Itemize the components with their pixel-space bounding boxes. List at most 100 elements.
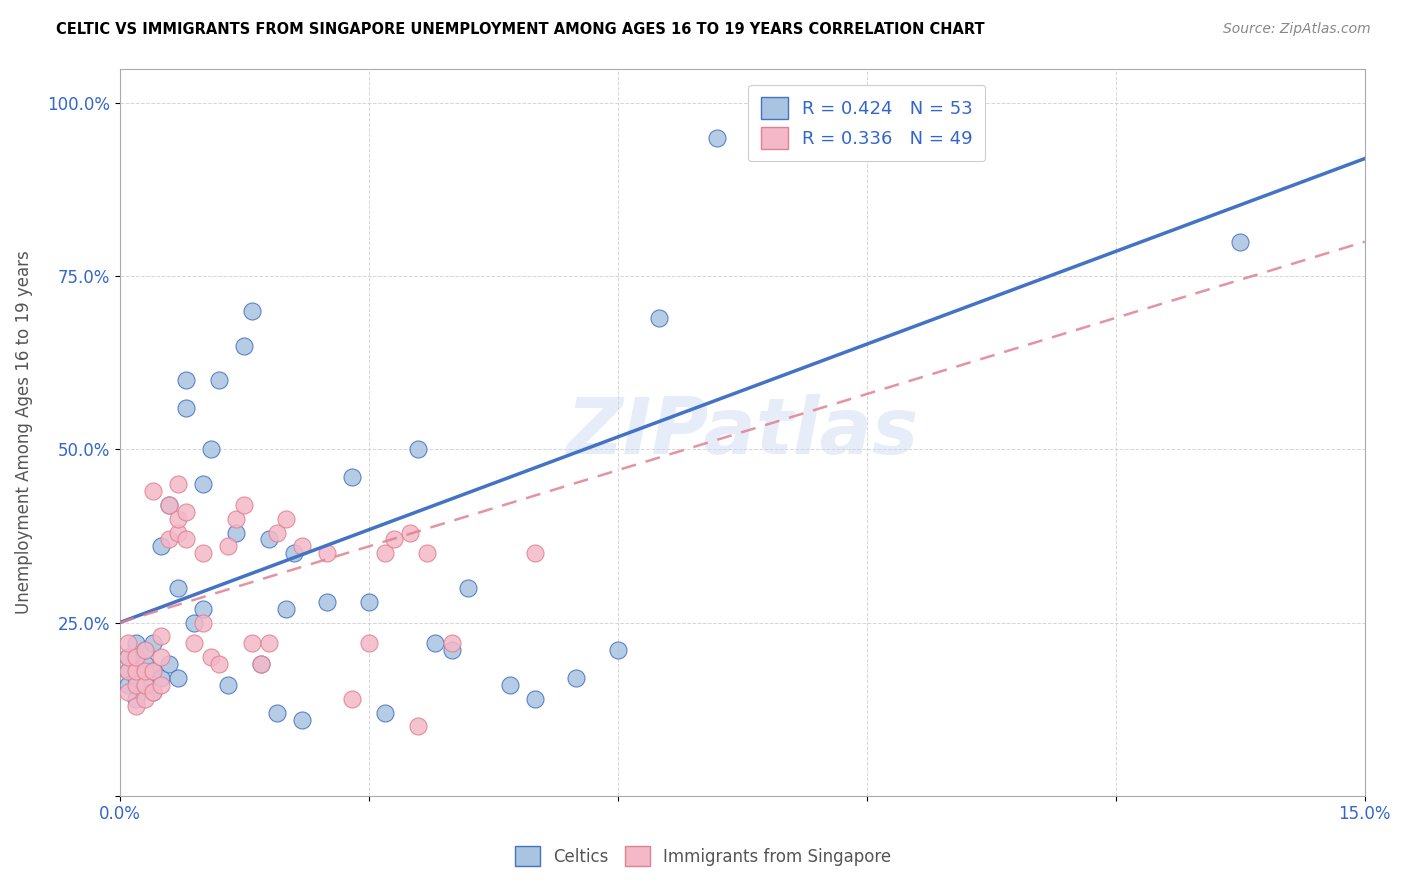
Point [249,657,271,672]
Point [174,533,197,547]
Point [125,698,148,713]
Point [382,533,405,547]
Point [340,470,363,484]
Point [208,657,231,672]
Point [217,678,239,692]
Point [266,525,288,540]
Point [217,540,239,554]
Point [191,546,214,560]
Point [606,643,628,657]
Point [142,636,165,650]
Point [523,546,546,560]
Legend: R = 0.424   N = 53, R = 0.336   N = 49: R = 0.424 N = 53, R = 0.336 N = 49 [748,85,986,161]
Point [340,691,363,706]
Point [200,442,222,457]
Point [357,595,380,609]
Point [134,678,156,692]
Point [134,643,156,657]
Point [166,512,188,526]
Point [134,664,156,678]
Point [408,442,430,457]
Point [191,615,214,630]
Point [291,713,314,727]
Point [233,498,256,512]
Point [257,636,280,650]
Point [1229,235,1251,249]
Point [274,512,297,526]
Point [142,664,165,678]
Point [316,546,339,560]
Point [150,630,173,644]
Point [166,477,188,491]
Point [125,636,148,650]
Point [117,685,139,699]
Point [183,615,205,630]
Point [291,540,314,554]
Point [117,664,139,678]
Point [257,533,280,547]
Point [117,650,139,665]
Point [440,643,463,657]
Point [191,601,214,615]
Point [134,691,156,706]
Point [242,304,264,318]
Point [440,636,463,650]
Point [150,678,173,692]
Point [174,373,197,387]
Text: CELTIC VS IMMIGRANTS FROM SINGAPORE UNEMPLOYMENT AMONG AGES 16 TO 19 YEARS CORRE: CELTIC VS IMMIGRANTS FROM SINGAPORE UNEM… [56,22,984,37]
Point [166,671,188,685]
Point [648,310,671,325]
Point [142,483,165,498]
Legend: Celtics, Immigrants from Singapore: Celtics, Immigrants from Singapore [506,838,900,875]
Point [499,678,522,692]
Point [283,546,305,560]
Point [416,546,439,560]
Point [316,595,339,609]
Y-axis label: Unemployment Among Ages 16 to 19 years: Unemployment Among Ages 16 to 19 years [15,251,32,614]
Point [174,401,197,415]
Point [134,678,156,692]
Point [142,685,165,699]
Point [706,130,728,145]
Point [191,477,214,491]
Point [142,685,165,699]
Point [242,636,264,650]
Point [125,678,148,692]
Point [125,650,148,665]
Point [863,130,886,145]
Point [150,671,173,685]
Point [374,546,396,560]
Point [374,706,396,720]
Point [233,338,256,352]
Point [855,130,877,145]
Point [117,678,139,692]
Point [117,636,139,650]
Point [125,671,148,685]
Point [408,719,430,733]
Point [274,601,297,615]
Point [166,581,188,595]
Point [249,657,271,672]
Point [523,691,546,706]
Point [183,636,205,650]
Point [150,650,173,665]
Point [225,512,247,526]
Point [174,505,197,519]
Point [423,636,446,650]
Point [565,671,588,685]
Point [200,650,222,665]
Point [357,636,380,650]
Point [157,498,180,512]
Point [157,657,180,672]
Point [225,525,247,540]
Point [157,533,180,547]
Point [142,664,165,678]
Point [166,525,188,540]
Point [134,657,156,672]
Point [117,664,139,678]
Point [117,650,139,665]
Point [399,525,422,540]
Text: Source: ZipAtlas.com: Source: ZipAtlas.com [1223,22,1371,37]
Point [134,643,156,657]
Text: ZIPatlas: ZIPatlas [567,394,918,470]
